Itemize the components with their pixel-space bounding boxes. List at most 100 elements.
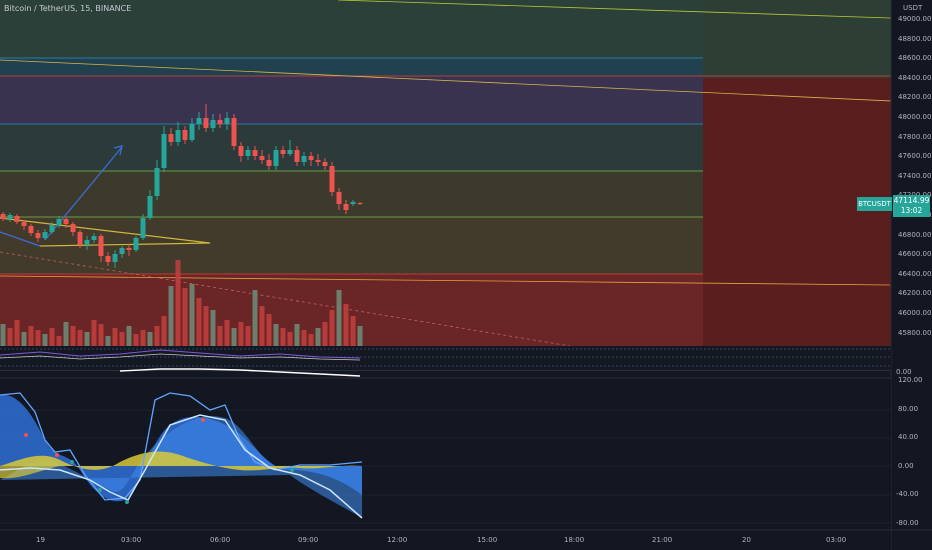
- volume-bar: [301, 330, 307, 346]
- candle-body: [203, 118, 209, 128]
- volume-bar: [168, 286, 174, 346]
- current-price: 47114.99: [893, 196, 930, 205]
- candle-body: [322, 162, 328, 166]
- volume-bar: [231, 328, 237, 346]
- volume-bar: [49, 328, 55, 346]
- oscillator-tick-label: -80.00: [896, 518, 919, 527]
- volume-bar: [56, 336, 62, 346]
- candle-body: [224, 118, 230, 124]
- volume-bar: [238, 322, 244, 346]
- candle-body: [175, 130, 181, 142]
- candle-body: [35, 233, 41, 238]
- candle-body: [42, 232, 48, 238]
- candle-body: [105, 256, 111, 262]
- volume-bar: [189, 284, 195, 346]
- candle-body: [280, 150, 286, 154]
- volume-bar: [7, 328, 13, 346]
- zone-lines: [0, 0, 892, 347]
- volume-bar: [259, 306, 265, 346]
- volume-bar: [161, 316, 167, 346]
- candle-body: [245, 150, 251, 156]
- time-tick-label: 18:00: [564, 536, 585, 544]
- candle-body: [112, 254, 118, 262]
- volume-bar: [140, 330, 146, 346]
- volume-bar: [0, 324, 6, 346]
- indicator-pane-top: [0, 346, 891, 377]
- volume-bar: [35, 330, 41, 346]
- oscillator-tick-label: 0.00: [898, 461, 914, 470]
- candle-body: [182, 130, 188, 140]
- price-tick-label: 47800.00: [898, 132, 932, 141]
- volume-bar: [119, 332, 125, 346]
- currency-label: USDT: [903, 4, 923, 12]
- candle-body: [77, 232, 83, 245]
- volume-bar: [196, 298, 202, 346]
- volume-bar: [91, 320, 97, 346]
- bar-countdown: 13:02: [900, 206, 923, 215]
- volume-bar: [98, 324, 104, 346]
- volume-bar: [70, 326, 76, 346]
- candle-body: [336, 192, 342, 204]
- oscillator-top-zero-label: 0.00: [896, 368, 912, 376]
- volume-bar: [252, 290, 258, 346]
- volume-bar: [126, 326, 132, 346]
- volume-bar: [210, 310, 216, 346]
- candle-body: [147, 196, 153, 218]
- volume-bar: [266, 314, 272, 346]
- volume-bar: [350, 316, 356, 346]
- time-tick-label: 03:00: [121, 536, 142, 544]
- candle-body: [7, 215, 13, 219]
- candle-body: [154, 168, 160, 196]
- volume-bar: [63, 322, 69, 346]
- candle-body: [231, 118, 237, 146]
- candle-body: [91, 236, 97, 240]
- price-tick-label: 48200.00: [898, 93, 932, 102]
- candle-body: [49, 225, 55, 232]
- oscillator-tick-label: 40.00: [898, 433, 919, 441]
- price-tick-label: 48000.00: [898, 113, 932, 121]
- fib-zones: [0, 0, 891, 346]
- volume-bar: [308, 334, 314, 346]
- candle-body: [196, 118, 202, 124]
- price-tick-label: 49000.00: [898, 15, 932, 23]
- price-tick-label: 47600.00: [898, 152, 932, 161]
- volume-bar: [133, 334, 139, 346]
- time-tick-label: 03:00: [826, 536, 847, 544]
- volume-bars: [0, 260, 363, 346]
- candle-body: [168, 134, 174, 142]
- volume-bar: [28, 326, 34, 346]
- volume-bar: [245, 326, 251, 346]
- candle-body: [14, 216, 20, 222]
- candle-body: [189, 124, 195, 140]
- current-price-tag: 47114.99 13:02: [893, 195, 930, 217]
- candle-body: [252, 150, 258, 156]
- time-tick-label: 20: [742, 536, 751, 544]
- symbol-tag: BTCUSDT: [857, 197, 892, 211]
- volume-bar: [112, 328, 118, 346]
- volume-bar: [84, 332, 90, 346]
- price-tick-label: 47400.00: [898, 171, 932, 180]
- candle-body: [210, 120, 216, 128]
- volume-bar: [280, 328, 286, 346]
- time-tick-label: 19: [36, 536, 45, 544]
- candle-body: [140, 218, 146, 238]
- candle-body: [28, 226, 34, 233]
- candle-body: [56, 219, 62, 225]
- candle-body: [21, 222, 27, 226]
- candle-body: [273, 150, 279, 166]
- chart-title: Bitcoin / TetherUS, 15, BINANCE: [4, 4, 132, 13]
- price-tick-label: 48600.00: [898, 54, 932, 63]
- volume-bar: [42, 334, 48, 346]
- candle-body: [133, 238, 139, 250]
- time-tick-label: 12:00: [387, 536, 408, 544]
- price-tick-label: 46800.00: [898, 230, 932, 239]
- volume-bar: [203, 306, 209, 346]
- candle-body: [70, 224, 76, 232]
- candle-body: [294, 150, 300, 162]
- price-tick-label: 46200.00: [898, 289, 932, 298]
- time-tick-label: 06:00: [210, 536, 231, 544]
- candle-body: [126, 248, 132, 250]
- price-tick-label: 48800.00: [898, 34, 932, 43]
- oscillator-pane: [0, 377, 891, 526]
